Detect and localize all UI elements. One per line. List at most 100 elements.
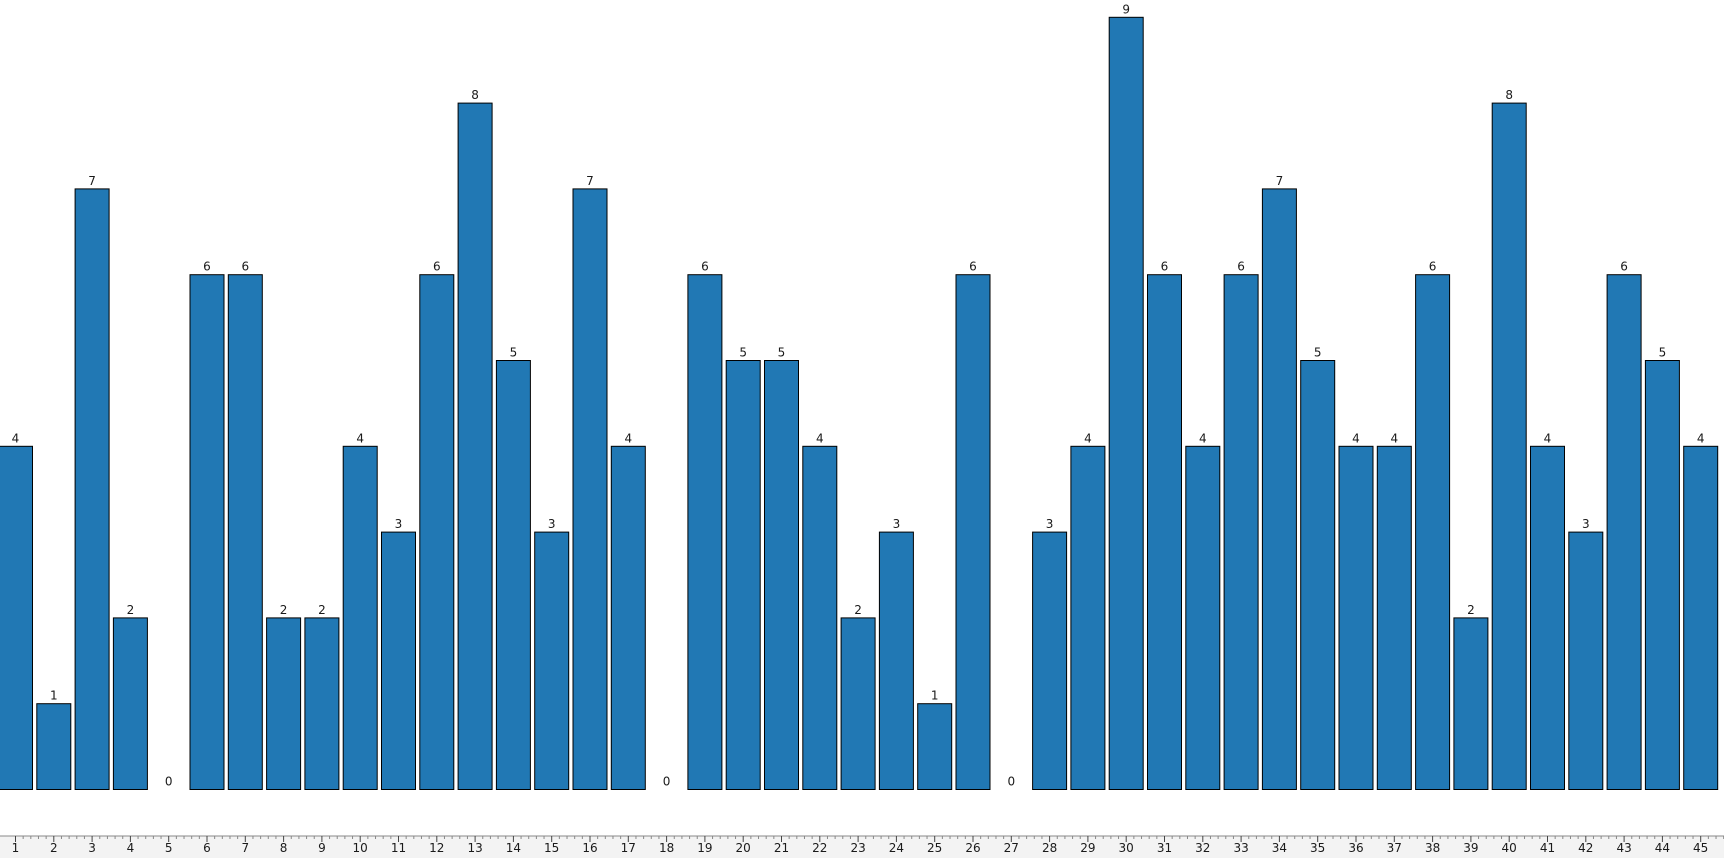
bar-21 xyxy=(764,360,799,790)
bar-2 xyxy=(36,703,72,791)
bar-22 xyxy=(802,445,838,790)
data-label-6: 6 xyxy=(203,260,211,274)
bar-15 xyxy=(534,531,570,790)
data-label-30: 9 xyxy=(1122,2,1130,16)
x-tick-label-39: 39 xyxy=(1463,841,1478,855)
data-label-45: 4 xyxy=(1697,431,1705,445)
data-label-7: 6 xyxy=(241,260,249,274)
x-tick-label-36: 36 xyxy=(1348,841,1363,855)
x-tick-label-17: 17 xyxy=(621,841,636,855)
x-tick-label-34: 34 xyxy=(1272,841,1287,855)
bar-4 xyxy=(112,617,148,791)
data-label-36: 4 xyxy=(1352,431,1360,445)
x-tick-label-15: 15 xyxy=(544,841,559,855)
data-label-22: 4 xyxy=(816,431,824,445)
x-tick-label-44: 44 xyxy=(1655,841,1670,855)
bar-28 xyxy=(1032,531,1068,790)
x-tick-label-14: 14 xyxy=(506,841,521,855)
data-label-23: 2 xyxy=(854,603,862,617)
x-tick-label-12: 12 xyxy=(429,841,444,855)
x-tick-label-13: 13 xyxy=(467,841,482,855)
data-label-11: 3 xyxy=(395,517,403,531)
bar-41 xyxy=(1530,445,1565,790)
x-tick-label-33: 33 xyxy=(1233,841,1248,855)
x-tick-label-7: 7 xyxy=(241,841,249,855)
data-label-20: 5 xyxy=(739,346,747,360)
data-label-4: 2 xyxy=(127,603,135,617)
x-tick-label-37: 37 xyxy=(1387,841,1402,855)
data-label-44: 5 xyxy=(1659,346,1667,360)
bar-43 xyxy=(1606,274,1642,790)
data-label-21: 5 xyxy=(778,346,786,360)
x-tick-label-35: 35 xyxy=(1310,841,1325,855)
x-axis-strip xyxy=(0,836,1724,858)
x-tick-label-9: 9 xyxy=(318,841,326,855)
bar-38 xyxy=(1415,274,1451,790)
data-label-2: 1 xyxy=(50,689,58,703)
bar-35 xyxy=(1300,360,1336,790)
bar-7 xyxy=(227,274,263,790)
bar-24 xyxy=(878,531,914,790)
x-tick-label-30: 30 xyxy=(1119,841,1134,855)
data-label-32: 4 xyxy=(1199,431,1207,445)
bar-36 xyxy=(1338,445,1374,790)
data-label-13: 8 xyxy=(471,88,479,102)
x-tick-label-5: 5 xyxy=(165,841,173,855)
bar-44 xyxy=(1644,360,1680,790)
bar-16 xyxy=(572,188,608,790)
x-tick-label-42: 42 xyxy=(1578,841,1593,855)
bar-26 xyxy=(955,274,991,790)
bar-29 xyxy=(1070,445,1106,790)
bar-39 xyxy=(1453,617,1489,791)
x-tick-label-31: 31 xyxy=(1157,841,1172,855)
bar-3 xyxy=(74,188,110,790)
data-label-1: 4 xyxy=(12,431,20,445)
x-tick-label-23: 23 xyxy=(850,841,865,855)
bar-30 xyxy=(1108,16,1144,791)
x-tick-label-27: 27 xyxy=(1004,841,1019,855)
x-tick-label-10: 10 xyxy=(353,841,368,855)
x-tick-label-29: 29 xyxy=(1080,841,1095,855)
bar-25 xyxy=(917,703,953,791)
data-label-31: 6 xyxy=(1161,260,1169,274)
x-tick-label-21: 21 xyxy=(774,841,789,855)
data-label-3: 7 xyxy=(88,174,96,188)
x-tick-label-20: 20 xyxy=(736,841,751,855)
bar-40 xyxy=(1491,102,1527,791)
x-tick-label-38: 38 xyxy=(1425,841,1440,855)
bar-13 xyxy=(457,102,493,791)
bar-12 xyxy=(419,274,455,790)
data-labels-group: 4 1 7 2 0 6 6 2 2 4 3 6 8 5 3 7 4 0 6 5 5 4 2 3 1 6 0 3 4 9 6 4 6 7 5 4 4 6 2 8… xyxy=(12,2,1705,788)
data-label-18: 0 xyxy=(663,775,671,789)
x-tick-label-45: 45 xyxy=(1693,841,1708,855)
data-label-40: 8 xyxy=(1505,88,1513,102)
bar-37 xyxy=(1376,445,1412,790)
data-label-39: 2 xyxy=(1467,603,1475,617)
bar-17 xyxy=(610,445,646,790)
bar-8 xyxy=(266,617,302,791)
bar-45 xyxy=(1683,445,1719,790)
data-label-42: 3 xyxy=(1582,517,1590,531)
bar-33 xyxy=(1223,274,1259,790)
x-tick-label-19: 19 xyxy=(697,841,712,855)
bar-14 xyxy=(495,360,531,790)
data-label-10: 4 xyxy=(356,431,364,445)
bar-20 xyxy=(725,360,761,790)
data-label-27: 0 xyxy=(1007,775,1015,789)
x-tick-label-1: 1 xyxy=(12,841,20,855)
data-label-35: 5 xyxy=(1314,346,1322,360)
bar-23 xyxy=(840,617,876,791)
x-tick-label-8: 8 xyxy=(280,841,288,855)
bars-group xyxy=(0,16,1719,791)
x-tick-label-43: 43 xyxy=(1616,841,1631,855)
x-tick-label-6: 6 xyxy=(203,841,211,855)
data-label-25: 1 xyxy=(931,689,939,703)
bar-1 xyxy=(0,445,33,790)
data-label-16: 7 xyxy=(586,174,594,188)
x-tick-label-4: 4 xyxy=(127,841,135,855)
data-label-9: 2 xyxy=(318,603,326,617)
data-label-29: 4 xyxy=(1084,431,1092,445)
data-label-34: 7 xyxy=(1276,174,1284,188)
x-tick-label-25: 25 xyxy=(927,841,942,855)
